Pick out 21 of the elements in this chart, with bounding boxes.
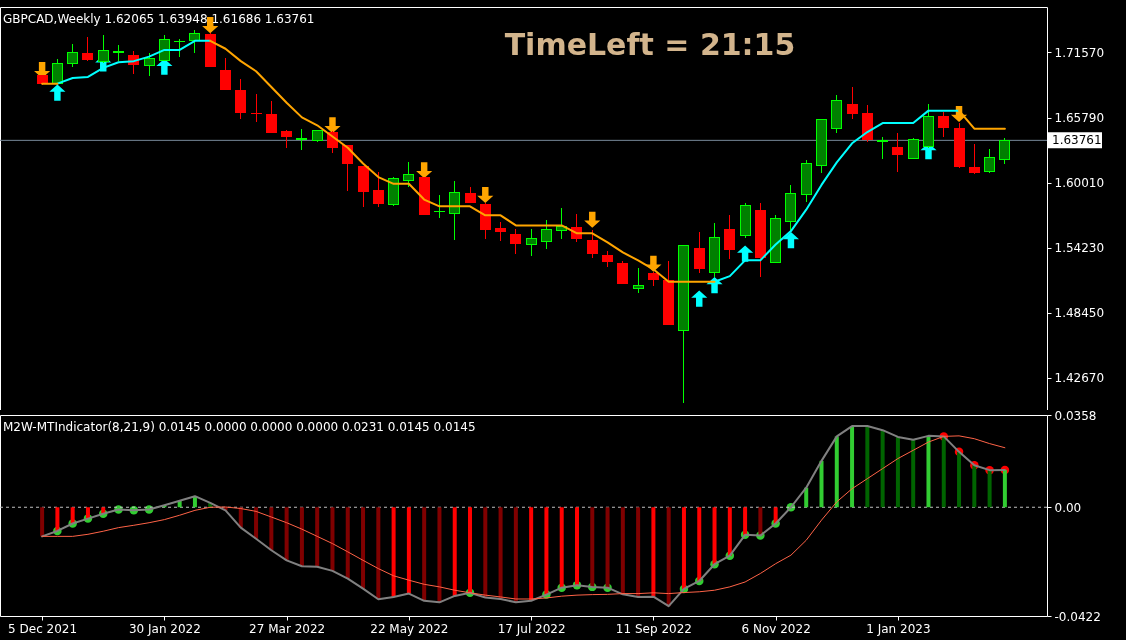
y-tick-label: 1.48450	[1054, 306, 1105, 321]
y-tick-label: -0.0422	[1054, 609, 1101, 624]
y-tick-label: 1.60010	[1054, 176, 1105, 191]
x-tick-label: 27 Mar 2022	[249, 621, 326, 636]
x-tick-label: 5 Dec 2021	[8, 621, 78, 636]
x-tick-label: 6 Nov 2022	[741, 621, 811, 636]
y-tick-label: 0.00	[1054, 500, 1082, 515]
annotation: TimeLeft = 21:15	[504, 27, 796, 62]
y-tick-label: 0.0358	[1054, 408, 1097, 423]
ref-line-label: 1.63761	[1052, 133, 1102, 148]
y-tick-label: 1.42670	[1054, 371, 1105, 386]
x-tick-label: 1 Jan 2023	[866, 621, 931, 636]
x-tick-label: 22 May 2022	[370, 621, 449, 636]
y-tick-label: 1.54230	[1054, 241, 1105, 256]
x-tick-label: 17 Jul 2022	[497, 621, 566, 636]
y-tick-label: 1.71570	[1054, 45, 1105, 60]
y-tick-label: 1.65790	[1054, 111, 1105, 126]
x-tick-label: 11 Sep 2022	[615, 621, 692, 636]
chart-title: M2W-MTIndicator(8,21,9) 0.0145 0.0000 0.0000 0.0000 0.0231 0.0145 0.0145	[3, 420, 476, 434]
chart-title: GBPCAD,Weekly 1.62065 1.63948 1.61686 1.63761	[3, 12, 315, 26]
x-tick-label: 30 Jan 2022	[128, 621, 201, 636]
